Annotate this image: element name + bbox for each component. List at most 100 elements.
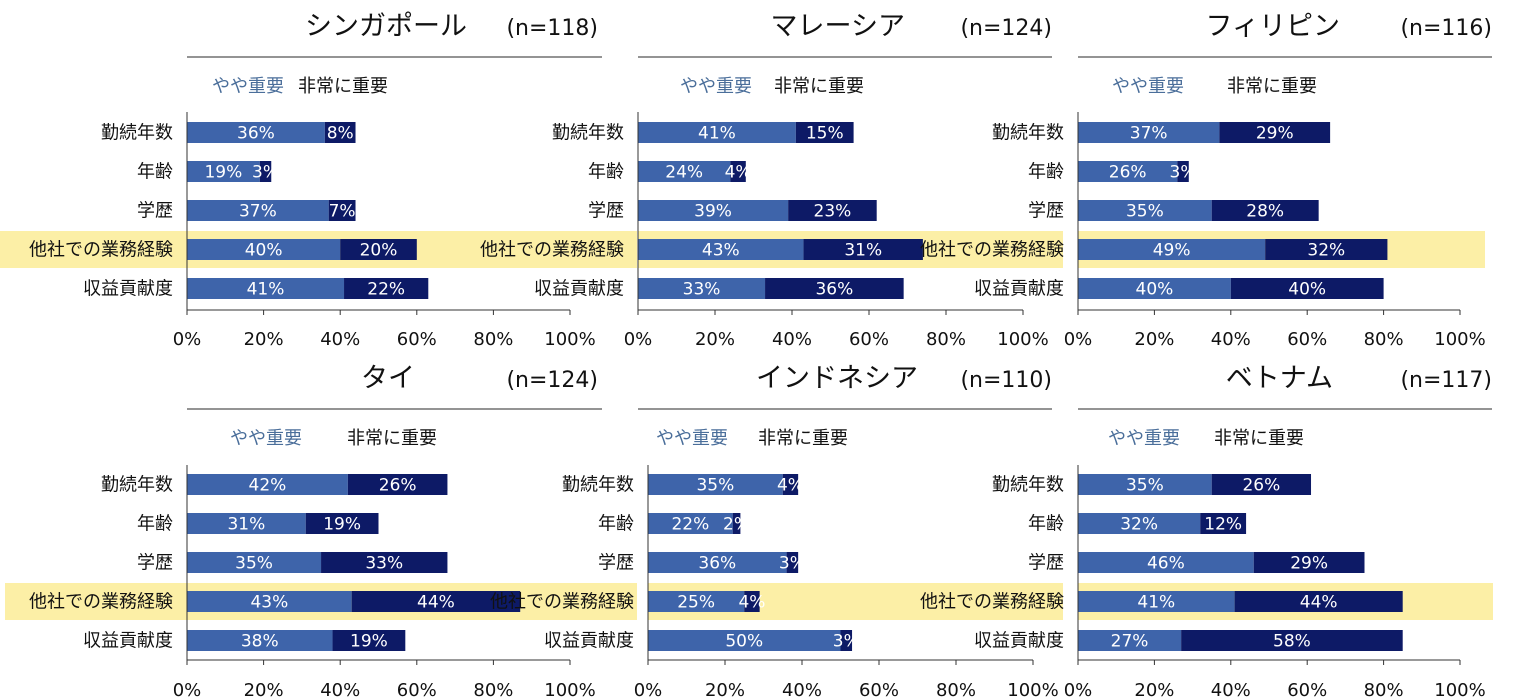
category-label: 年齢 bbox=[137, 514, 173, 535]
x-tick-label: 40% bbox=[320, 680, 360, 699]
bar-segment bbox=[803, 239, 923, 260]
data-label: 35% bbox=[1126, 476, 1164, 496]
category-label: 年齢 bbox=[588, 162, 624, 183]
data-label: 27% bbox=[1111, 632, 1149, 652]
bar-segment bbox=[1211, 474, 1312, 495]
data-label: 41% bbox=[247, 280, 285, 300]
data-label: 19% bbox=[204, 163, 242, 183]
data-label: 42% bbox=[249, 476, 287, 496]
data-label: 23% bbox=[814, 202, 852, 222]
data-label: 20% bbox=[360, 241, 398, 261]
data-label: 41% bbox=[1137, 593, 1175, 613]
data-label: 37% bbox=[239, 202, 277, 222]
data-label: 29% bbox=[1256, 124, 1294, 144]
x-tick-label: 80% bbox=[926, 329, 966, 350]
bar-segment bbox=[765, 278, 904, 299]
bar-segment bbox=[187, 239, 341, 260]
legend-label: やや重要 bbox=[230, 428, 302, 449]
bar-segment bbox=[648, 513, 733, 534]
bar-segment bbox=[187, 591, 352, 612]
data-label: 35% bbox=[235, 554, 273, 574]
bar-segment bbox=[1234, 591, 1403, 612]
data-label: 19% bbox=[323, 515, 361, 535]
category-label: 収益貢献度 bbox=[544, 631, 634, 652]
bar-segment bbox=[786, 552, 799, 573]
chart-title: タイ bbox=[361, 363, 415, 394]
x-tick-label: 100% bbox=[544, 680, 595, 699]
data-label: 40% bbox=[1288, 280, 1326, 300]
legend-label: 非常に重要 bbox=[298, 76, 388, 97]
x-tick-label: 40% bbox=[320, 329, 360, 350]
category-label: 勤続年数 bbox=[101, 475, 173, 496]
data-label: 3% bbox=[779, 554, 806, 574]
data-label: 7% bbox=[329, 202, 356, 222]
data-label: 49% bbox=[1153, 241, 1191, 261]
bar-segment bbox=[1078, 630, 1182, 651]
bar-segment bbox=[1078, 513, 1201, 534]
data-label: 32% bbox=[1307, 241, 1345, 261]
chart-title: フィリピン bbox=[1206, 11, 1340, 42]
legend-label: やや重要 bbox=[680, 76, 752, 97]
bar-segment bbox=[187, 122, 325, 143]
data-label: 31% bbox=[227, 515, 265, 535]
legend-label: やや重要 bbox=[1108, 428, 1180, 449]
bar-segment bbox=[332, 630, 406, 651]
bar-segment bbox=[732, 513, 741, 534]
bar-segment bbox=[187, 474, 348, 495]
data-label: 40% bbox=[245, 241, 283, 261]
bar-segment bbox=[1200, 513, 1247, 534]
data-label: 3% bbox=[1170, 163, 1197, 183]
legend-label: やや重要 bbox=[1112, 76, 1184, 97]
x-tick-label: 60% bbox=[1287, 680, 1327, 699]
bar-segment bbox=[638, 239, 804, 260]
bar-segment bbox=[1078, 278, 1231, 299]
data-label: 35% bbox=[696, 476, 734, 496]
bar-segment bbox=[187, 630, 333, 651]
x-tick-label: 80% bbox=[1364, 680, 1404, 699]
category-label: 年齢 bbox=[1028, 514, 1064, 535]
x-tick-label: 20% bbox=[1134, 329, 1174, 350]
data-label: 2% bbox=[723, 515, 750, 535]
bar-segment bbox=[1078, 200, 1212, 221]
bar-segment bbox=[638, 161, 731, 182]
x-tick-label: 20% bbox=[244, 680, 284, 699]
category-label: 学歴 bbox=[137, 553, 173, 574]
legend-label: 非常に重要 bbox=[1227, 76, 1317, 97]
bar-segment bbox=[730, 161, 746, 182]
data-label: 50% bbox=[725, 632, 763, 652]
data-label: 40% bbox=[1136, 280, 1174, 300]
x-tick-label: 0% bbox=[1064, 329, 1093, 350]
x-tick-label: 40% bbox=[772, 329, 812, 350]
bar-segment bbox=[1181, 630, 1403, 651]
data-label: 4% bbox=[777, 476, 804, 496]
data-label: 37% bbox=[1130, 124, 1168, 144]
data-label: 36% bbox=[698, 554, 736, 574]
bar-segment bbox=[795, 122, 854, 143]
bar-segment bbox=[347, 474, 448, 495]
category-label: 収益貢献度 bbox=[534, 279, 624, 300]
x-tick-label: 20% bbox=[695, 329, 735, 350]
data-label: 28% bbox=[1246, 202, 1284, 222]
category-label: 学歴 bbox=[588, 201, 624, 222]
sample-size-label: (n=124) bbox=[506, 368, 598, 393]
data-label: 32% bbox=[1120, 515, 1158, 535]
x-tick-label: 20% bbox=[244, 329, 284, 350]
data-label: 24% bbox=[665, 163, 703, 183]
category-label: 年齢 bbox=[598, 514, 634, 535]
data-label: 3% bbox=[833, 632, 860, 652]
bar-segment bbox=[344, 278, 429, 299]
x-tick-label: 20% bbox=[1134, 680, 1174, 699]
category-label: 学歴 bbox=[1028, 201, 1064, 222]
data-label: 4% bbox=[725, 163, 752, 183]
bar-segment bbox=[638, 278, 766, 299]
x-tick-label: 40% bbox=[1211, 680, 1251, 699]
data-label: 3% bbox=[252, 163, 279, 183]
sample-size-label: (n=116) bbox=[1400, 16, 1492, 41]
bar-segment bbox=[187, 552, 322, 573]
bar-segment bbox=[648, 630, 841, 651]
